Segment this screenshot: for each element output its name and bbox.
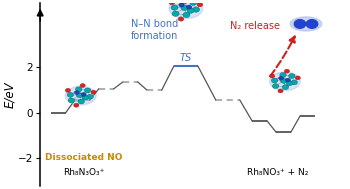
Circle shape bbox=[286, 81, 293, 86]
Circle shape bbox=[178, 17, 184, 21]
Circle shape bbox=[179, 3, 184, 7]
Circle shape bbox=[169, 1, 175, 5]
Circle shape bbox=[65, 88, 70, 92]
Circle shape bbox=[81, 93, 86, 96]
Circle shape bbox=[279, 76, 284, 80]
Circle shape bbox=[68, 98, 75, 103]
Circle shape bbox=[180, 0, 187, 4]
Circle shape bbox=[82, 95, 88, 100]
Circle shape bbox=[84, 88, 91, 93]
Circle shape bbox=[280, 78, 287, 83]
Circle shape bbox=[306, 20, 318, 28]
Ellipse shape bbox=[270, 72, 300, 91]
Text: Dissociated NO: Dissociated NO bbox=[45, 153, 122, 162]
Circle shape bbox=[271, 78, 278, 83]
Circle shape bbox=[294, 20, 306, 28]
Circle shape bbox=[76, 93, 83, 98]
Circle shape bbox=[291, 80, 298, 85]
Circle shape bbox=[87, 94, 93, 99]
Circle shape bbox=[67, 92, 74, 97]
Circle shape bbox=[76, 87, 82, 92]
Circle shape bbox=[282, 85, 289, 90]
Circle shape bbox=[295, 76, 300, 80]
Text: TS: TS bbox=[180, 53, 192, 63]
Circle shape bbox=[80, 84, 85, 88]
Circle shape bbox=[74, 103, 79, 107]
Circle shape bbox=[280, 72, 286, 77]
Circle shape bbox=[91, 90, 96, 94]
Circle shape bbox=[272, 84, 279, 88]
Circle shape bbox=[171, 5, 178, 10]
Text: Rh₈N₃O₃⁺: Rh₈N₃O₃⁺ bbox=[63, 168, 104, 177]
Y-axis label: E/eV: E/eV bbox=[4, 81, 16, 108]
Circle shape bbox=[286, 78, 290, 82]
Circle shape bbox=[190, 0, 197, 5]
Circle shape bbox=[187, 5, 192, 9]
Circle shape bbox=[187, 8, 194, 13]
Circle shape bbox=[289, 74, 295, 78]
Ellipse shape bbox=[65, 86, 96, 105]
Circle shape bbox=[183, 12, 190, 18]
Text: Rh₈NO₃⁺ + N₂: Rh₈NO₃⁺ + N₂ bbox=[247, 168, 308, 177]
Ellipse shape bbox=[169, 0, 203, 19]
Circle shape bbox=[78, 99, 84, 104]
Circle shape bbox=[75, 91, 79, 94]
Circle shape bbox=[181, 5, 188, 11]
Circle shape bbox=[270, 74, 275, 78]
Text: N₂ release: N₂ release bbox=[230, 21, 280, 31]
Circle shape bbox=[197, 2, 203, 7]
Ellipse shape bbox=[290, 17, 322, 31]
Circle shape bbox=[278, 89, 283, 93]
Circle shape bbox=[284, 69, 289, 73]
Text: N–N bond
formation: N–N bond formation bbox=[131, 19, 178, 41]
Circle shape bbox=[193, 7, 200, 12]
Circle shape bbox=[172, 11, 179, 16]
